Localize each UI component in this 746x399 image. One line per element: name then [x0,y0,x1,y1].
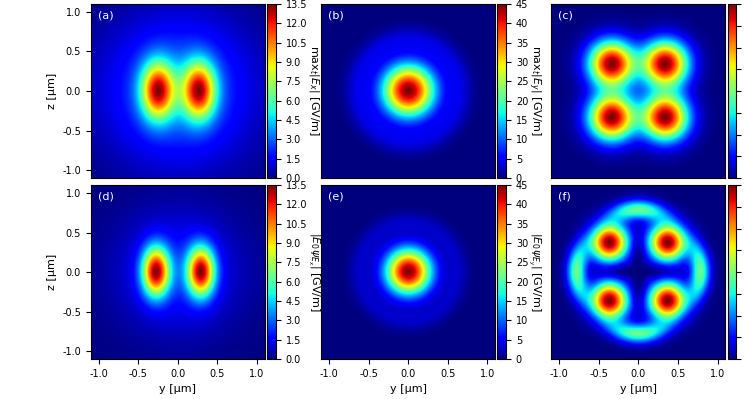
Text: (a): (a) [98,11,113,21]
Y-axis label: $|E_0 \psi_{E_x}|$ [GV/m]: $|E_0 \psi_{E_x}|$ [GV/m] [306,232,321,312]
Y-axis label: z [μm]: z [μm] [47,73,57,109]
Text: (d): (d) [98,192,113,202]
Y-axis label: max$_t |E_x|$ [GV/m]: max$_t |E_x|$ [GV/m] [307,45,321,136]
Y-axis label: $|E_0 \psi_{E_y}|$ [GV/m]: $|E_0 \psi_{E_y}|$ [GV/m] [526,232,542,312]
X-axis label: y [μm]: y [μm] [620,384,657,394]
X-axis label: y [μm]: y [μm] [389,384,427,394]
Y-axis label: max$_t |E_y|$ [GV/m]: max$_t |E_y|$ [GV/m] [526,45,542,136]
Text: (b): (b) [328,11,344,21]
Text: (f): (f) [558,192,571,202]
X-axis label: y [μm]: y [μm] [160,384,196,394]
Y-axis label: z [μm]: z [μm] [47,254,57,290]
Text: (e): (e) [328,192,344,202]
Text: (c): (c) [558,11,573,21]
